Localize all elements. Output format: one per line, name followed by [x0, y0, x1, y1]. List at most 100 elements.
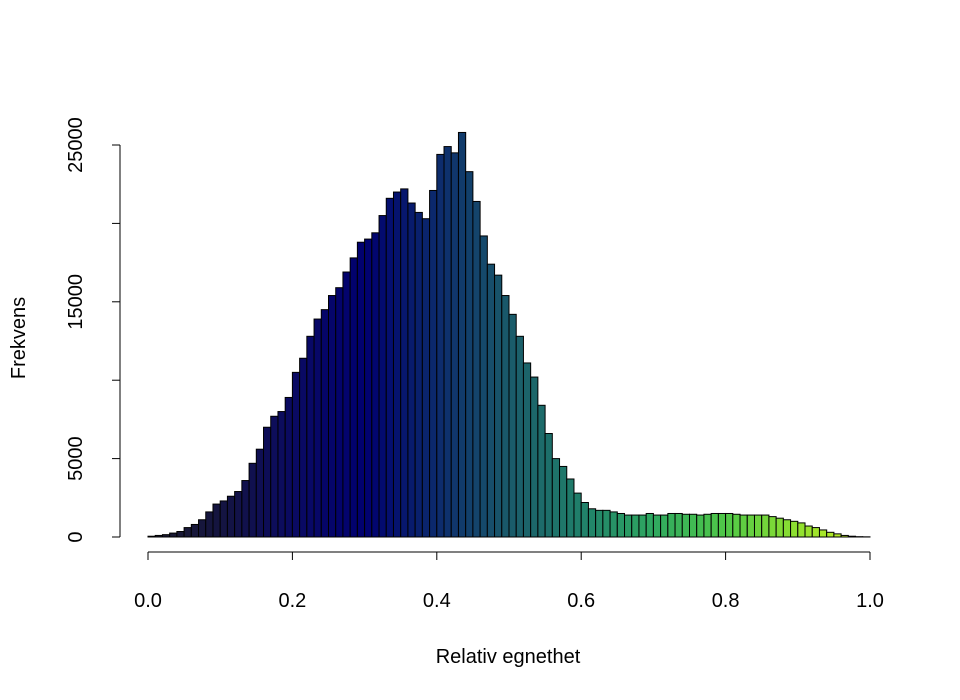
histogram-bar	[660, 514, 669, 538]
histogram-bar	[414, 211, 423, 538]
histogram-bar	[147, 535, 156, 538]
histogram-bar	[645, 512, 654, 538]
histogram-bar	[465, 171, 474, 538]
histogram-bar	[154, 534, 163, 538]
histogram-bar	[364, 238, 373, 538]
histogram-bar	[652, 514, 662, 538]
histogram-bar	[710, 512, 719, 538]
histogram-bar	[689, 513, 698, 538]
histogram-bar	[681, 513, 691, 538]
x-tick-label: 1.0	[856, 590, 884, 612]
histogram-bar	[638, 514, 647, 538]
histogram-bar	[392, 191, 402, 538]
histogram-bar	[508, 313, 517, 538]
histogram-bar	[501, 295, 510, 538]
histogram-bar	[226, 495, 236, 538]
histogram-bar	[847, 535, 857, 538]
y-tick-label: 15000	[65, 274, 87, 330]
histogram-bar	[479, 235, 488, 538]
histogram-bar	[472, 200, 481, 538]
histogram-bar	[263, 426, 272, 538]
y-axis-title: Frekvens	[8, 297, 30, 379]
histogram-bar	[328, 295, 337, 538]
y-tick-label: 25000	[65, 117, 87, 173]
histogram-bar	[176, 531, 185, 538]
histogram-bar	[284, 396, 293, 538]
histogram-bar	[291, 371, 301, 538]
histogram-bar	[753, 514, 763, 538]
histogram-bar	[595, 509, 604, 538]
histogram-bar	[277, 411, 286, 538]
histogram-bar	[674, 512, 683, 538]
histogram-bar	[551, 458, 561, 538]
histogram-bar	[335, 287, 344, 538]
histogram-bar	[371, 232, 380, 538]
histogram-bar	[826, 531, 835, 538]
histogram-bar	[443, 146, 452, 538]
histogram-bar	[407, 202, 416, 538]
histogram-bar	[169, 532, 178, 538]
histogram-bar	[306, 335, 315, 538]
histogram-bar	[840, 534, 849, 538]
x-tick-label: 0.0	[134, 590, 162, 612]
histogram-bar	[790, 520, 799, 538]
histogram-bar	[494, 274, 503, 538]
histogram-bar	[349, 257, 358, 538]
histogram-bar	[537, 404, 546, 538]
x-tick-label: 0.6	[567, 590, 595, 612]
histogram-bar	[631, 514, 640, 538]
histogram-bar	[559, 465, 568, 538]
histogram-bar	[818, 529, 828, 538]
histogram-bar	[320, 309, 329, 538]
histogram-bar	[797, 522, 806, 538]
histogram-bar	[703, 513, 712, 538]
x-tick-label: 0.8	[712, 590, 740, 612]
x-tick-label: 0.2	[278, 590, 306, 612]
histogram-bar	[299, 357, 308, 538]
histogram-bar	[486, 263, 496, 538]
histogram-bar	[782, 519, 792, 538]
histogram-bar	[450, 152, 459, 538]
x-axis-title: Relativ egnethet	[436, 646, 581, 668]
x-tick-label: 0.4	[423, 590, 451, 612]
histogram-bar	[342, 271, 351, 538]
histogram-bar	[270, 415, 279, 538]
histogram-bar	[161, 534, 171, 538]
histogram-bar	[515, 335, 524, 538]
histogram-bar	[400, 188, 409, 538]
histogram-bars	[147, 131, 871, 538]
histogram-bar	[313, 318, 322, 538]
histogram-bar	[580, 502, 589, 538]
histogram-bar	[248, 462, 257, 538]
histogram-bar	[457, 131, 467, 538]
histogram-bar	[725, 512, 734, 538]
y-tick-label: 5000	[65, 436, 87, 481]
histogram-bar	[696, 514, 705, 538]
histogram-bar	[530, 376, 539, 538]
histogram-bar	[421, 218, 431, 538]
histogram-bar	[183, 527, 192, 538]
histogram-bar	[429, 189, 438, 538]
histogram-bar	[378, 215, 387, 538]
histogram-bar	[804, 525, 813, 538]
histogram-bar	[573, 492, 582, 538]
y-tick-label: 0	[65, 531, 87, 542]
histogram-bar	[775, 517, 784, 538]
histogram-bar	[761, 514, 770, 538]
histogram-bar	[356, 241, 366, 538]
histogram-bar	[833, 533, 842, 538]
histogram-bar	[811, 527, 820, 538]
histogram-bar	[616, 512, 626, 538]
histogram-bar	[717, 512, 727, 538]
histogram-bar	[667, 512, 676, 538]
histogram-bar	[205, 511, 214, 538]
histogram-bar	[602, 509, 611, 538]
histogram-bar	[385, 197, 394, 538]
histogram-bar	[587, 508, 597, 538]
histogram-bar	[746, 514, 755, 538]
histogram-bar	[732, 513, 741, 538]
histogram-bar	[234, 491, 243, 538]
histogram-bar	[544, 433, 553, 538]
histogram-bar	[522, 362, 532, 538]
